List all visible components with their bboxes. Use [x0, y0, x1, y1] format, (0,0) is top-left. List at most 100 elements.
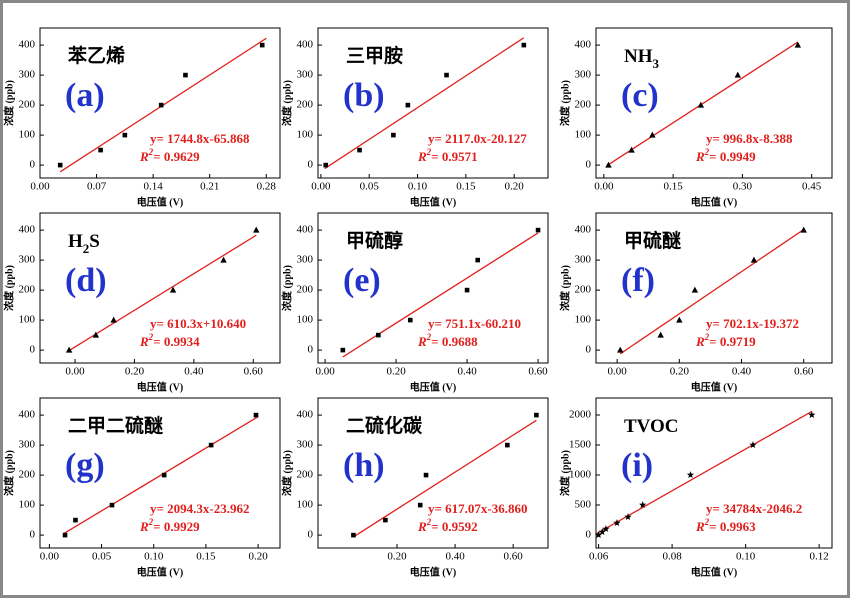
x-tick-label: 0.10 [408, 181, 428, 193]
r2-value: = 0.9629 [153, 149, 200, 164]
x-tick-label: 0.00 [311, 181, 331, 193]
r2-symbol: R [695, 334, 705, 349]
title-part: 三甲胺 [346, 44, 403, 67]
y-axis-label: 浓度 (ppb) [280, 450, 293, 496]
r2-value: = 0.9963 [709, 519, 756, 534]
x-tick-label: 0.05 [92, 551, 112, 563]
x-tick-label: 0.08 [662, 551, 682, 563]
y-tick-label: 300 [19, 69, 36, 81]
y-tick-label: 300 [297, 69, 314, 81]
data-point [109, 502, 115, 508]
y-tick-label: 300 [19, 254, 36, 266]
y-tick-label: 0 [586, 344, 592, 356]
r2-exponent: 2 [148, 517, 154, 527]
y-tick-label: 0 [308, 344, 314, 356]
data-point [208, 442, 214, 448]
data-point [464, 287, 470, 293]
x-tick-label: 0.00 [315, 366, 335, 378]
y-tick-label: 300 [297, 439, 314, 451]
data-point [158, 102, 164, 108]
r2-symbol: R [139, 149, 149, 164]
y-tick-label: 200 [19, 284, 36, 296]
data-point [505, 442, 510, 448]
r-squared: R2= 0.9934 [139, 332, 200, 349]
r-squared: R2= 0.9571 [417, 147, 478, 164]
data-point [444, 72, 449, 78]
r2-exponent: 2 [148, 332, 154, 342]
y-tick-label: 200 [19, 99, 36, 111]
plot-frame [39, 27, 281, 179]
y-axis-label: 浓度 (ppb) [558, 80, 571, 126]
r-squared: R2= 0.9688 [417, 332, 478, 349]
title-part: NH [624, 46, 653, 67]
fit-equation: y= 1744.8x-65.868 [150, 131, 250, 146]
x-tick-label: 0.07 [87, 181, 107, 193]
data-point [323, 162, 329, 168]
data-point [617, 346, 624, 353]
r2-value: = 0.9949 [709, 149, 756, 164]
fit-equation: y= 617.07x-36.860 [428, 501, 528, 516]
y-tick-label: 200 [19, 469, 36, 481]
y-tick-label: 200 [575, 284, 592, 296]
title-part: 苯乙烯 [67, 44, 125, 67]
x-tick-label: 0.45 [802, 181, 822, 193]
x-axis-label: 电压值 (V) [410, 195, 456, 208]
fit-equation: y= 2094.3x-23.962 [150, 501, 250, 516]
r2-value: = 0.9688 [431, 334, 478, 349]
y-tick-label: 400 [297, 224, 314, 236]
y-axis-label: 浓度 (ppb) [280, 80, 293, 126]
r2-exponent: 2 [426, 147, 432, 157]
plot-frame [39, 397, 281, 549]
data-point [351, 532, 356, 538]
data-point [383, 517, 388, 523]
y-tick-label: 400 [575, 224, 592, 236]
r2-symbol: R [417, 334, 427, 349]
r2-exponent: 2 [704, 332, 710, 342]
y-tick-label: 0 [30, 529, 36, 541]
data-point [253, 226, 260, 233]
y-tick-label: 400 [19, 224, 36, 236]
y-tick-label: 400 [575, 39, 592, 51]
panel-title: TVOC [624, 416, 679, 437]
data-point [605, 161, 612, 168]
r-squared: R2= 0.9629 [139, 147, 200, 164]
x-tick-label: 0.28 [257, 181, 277, 193]
data-point [65, 346, 73, 353]
y-tick-label: 0 [308, 159, 314, 171]
y-axis-label: 浓度 (ppb) [2, 450, 15, 496]
y-tick-label: 100 [575, 314, 592, 326]
x-tick-label: 0.30 [733, 181, 753, 193]
fit-equation: y= 751.1x-60.210 [428, 316, 521, 331]
data-point [220, 256, 227, 263]
data-point [521, 42, 527, 48]
data-point [794, 41, 802, 48]
title-part: S [89, 231, 100, 252]
x-tick-label: 0.15 [196, 551, 216, 563]
y-tick-label: 100 [575, 129, 592, 141]
x-tick-label: 0.20 [386, 366, 406, 378]
x-tick-label: 0.10 [144, 551, 164, 563]
fit-equation: y= 2117.0x-20.127 [428, 131, 527, 146]
x-axis-label: 电压值 (V) [691, 565, 737, 578]
data-point [357, 147, 362, 153]
r2-symbol: R [417, 149, 427, 164]
x-tick-label: 0.20 [387, 551, 407, 563]
x-tick-label: 0.14 [144, 181, 164, 193]
data-point [624, 513, 632, 521]
fit-equation: y= 702.1x-19.372 [706, 316, 799, 331]
r2-value: = 0.9592 [431, 519, 477, 534]
x-axis-label: 电压值 (V) [410, 565, 456, 578]
panel-title: 二甲二硫醚 [68, 414, 163, 437]
x-tick-label: 0.40 [445, 551, 465, 563]
plot-frame [317, 27, 549, 179]
data-point [407, 317, 413, 323]
x-tick-label: 0.00 [65, 366, 85, 378]
y-tick-label: 2000 [569, 409, 592, 421]
x-axis-label: 电压值 (V) [691, 195, 737, 208]
data-point [183, 72, 188, 78]
x-tick-label: 0.05 [360, 181, 380, 193]
data-point [657, 331, 664, 338]
fit-line [607, 41, 799, 166]
y-tick-label: 200 [297, 469, 314, 481]
